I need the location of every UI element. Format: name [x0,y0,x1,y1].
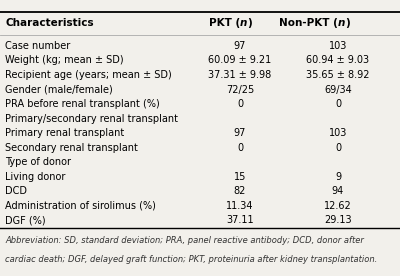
Text: 69/34: 69/34 [324,84,352,95]
Text: Living donor: Living donor [5,172,66,182]
Text: 12.62: 12.62 [324,201,352,211]
Text: 0: 0 [237,143,243,153]
Text: Recipient age (years; mean ± SD): Recipient age (years; mean ± SD) [5,70,172,80]
Text: PKT (: PKT ( [209,18,240,28]
Text: Administration of sirolimus (%): Administration of sirolimus (%) [5,201,156,211]
Text: 82: 82 [234,186,246,196]
Text: ): ) [345,18,350,28]
Text: 37.31 ± 9.98: 37.31 ± 9.98 [208,70,272,80]
Text: Primary renal transplant: Primary renal transplant [5,128,124,138]
Text: Type of donor: Type of donor [5,157,71,167]
Text: cardiac death; DGF, delayed graft function; PKT, proteinuria after kidney transp: cardiac death; DGF, delayed graft functi… [5,256,378,264]
Text: 97: 97 [234,128,246,138]
Text: 60.09 ± 9.21: 60.09 ± 9.21 [208,55,272,65]
Text: PRA before renal transplant (%): PRA before renal transplant (%) [5,99,160,109]
Text: 29.13: 29.13 [324,216,352,225]
Text: 0: 0 [335,143,341,153]
Text: 60.94 ± 9.03: 60.94 ± 9.03 [306,55,370,65]
Text: 94: 94 [332,186,344,196]
Text: Primary/secondary renal transplant: Primary/secondary renal transplant [5,114,178,124]
Text: DCD: DCD [5,186,27,196]
Text: ): ) [247,18,252,28]
Text: 103: 103 [329,128,347,138]
Text: 11.34: 11.34 [226,201,254,211]
Text: 0: 0 [335,99,341,109]
Text: 9: 9 [335,172,341,182]
Text: 103: 103 [329,41,347,51]
Text: Non-PKT (: Non-PKT ( [279,18,338,28]
Text: 35.65 ± 8.92: 35.65 ± 8.92 [306,70,370,80]
Text: n: n [240,18,247,28]
Text: Secondary renal transplant: Secondary renal transplant [5,143,138,153]
Text: 0: 0 [237,99,243,109]
Text: Weight (kg; mean ± SD): Weight (kg; mean ± SD) [5,55,124,65]
Text: 72/25: 72/25 [226,84,254,95]
Text: 97: 97 [234,41,246,51]
Text: 37.11: 37.11 [226,216,254,225]
Text: 15: 15 [234,172,246,182]
Text: Characteristics: Characteristics [5,18,94,28]
Text: Case number: Case number [5,41,70,51]
Text: Gender (male/female): Gender (male/female) [5,84,113,95]
Text: n: n [338,18,345,28]
Text: DGF (%): DGF (%) [5,216,46,225]
Text: Abbreviation: SD, standard deviation; PRA, panel reactive antibody; DCD, donor a: Abbreviation: SD, standard deviation; PR… [5,236,364,245]
